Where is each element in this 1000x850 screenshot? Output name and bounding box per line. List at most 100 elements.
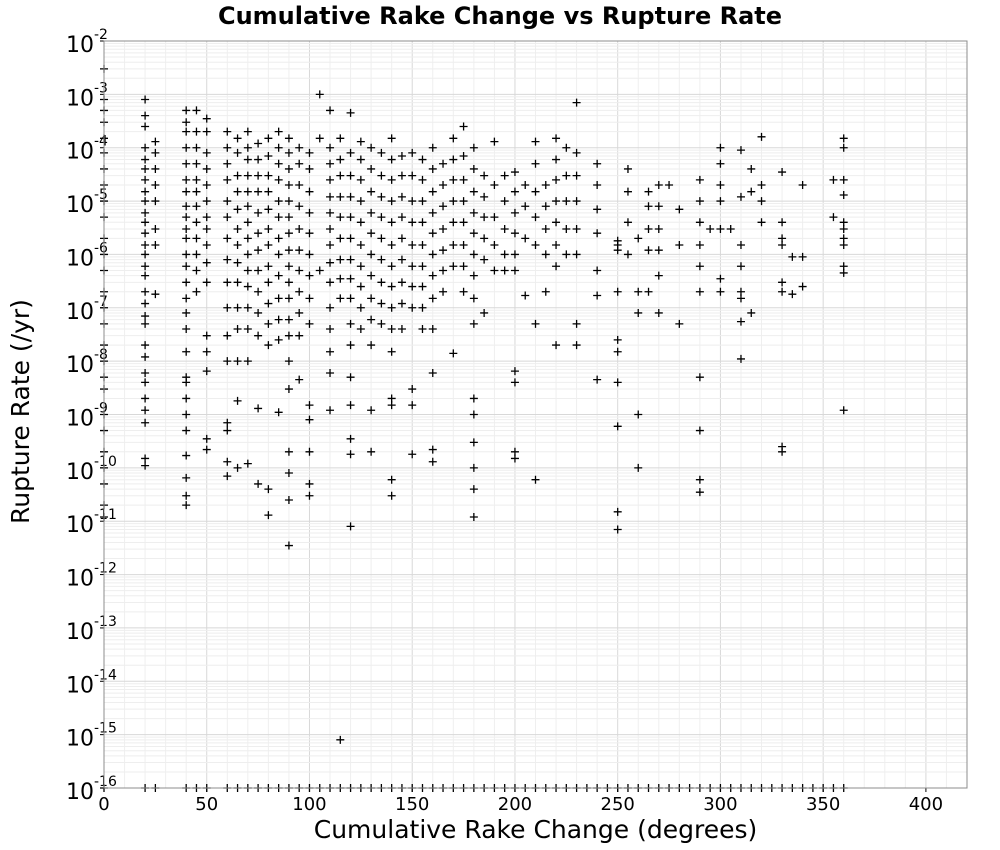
data-point: [839, 241, 848, 250]
data-point: [387, 303, 396, 312]
data-point: [182, 118, 191, 127]
data-point: [233, 171, 242, 180]
data-point: [397, 278, 406, 287]
data-point: [264, 171, 273, 180]
data-point: [284, 447, 293, 456]
data-point: [387, 175, 396, 184]
data-point: [397, 151, 406, 160]
data-point: [182, 451, 191, 460]
data-point: [839, 234, 848, 243]
data-point: [243, 459, 252, 468]
data-point: [510, 250, 519, 259]
data-point: [356, 175, 365, 184]
data-point: [716, 274, 725, 283]
data-point: [469, 294, 478, 303]
data-point: [459, 287, 468, 296]
data-point: [593, 291, 602, 300]
data-point: [243, 187, 252, 196]
y-tick-label: 10-15: [66, 721, 117, 752]
data-point: [418, 282, 427, 291]
data-point: [541, 202, 550, 211]
data-point: [428, 325, 437, 334]
data-point: [141, 368, 150, 377]
data-point: [839, 406, 848, 415]
data-point: [367, 208, 376, 217]
data-point: [202, 148, 211, 157]
data-point: [510, 367, 519, 376]
data-point: [634, 410, 643, 419]
data-point: [326, 175, 335, 184]
data-point: [562, 171, 571, 180]
data-point: [141, 95, 150, 104]
x-tick-label: 250: [601, 794, 635, 815]
data-point: [500, 224, 509, 233]
data-point: [223, 159, 232, 168]
data-point: [141, 461, 150, 470]
data-point: [182, 175, 191, 184]
data-point: [264, 151, 273, 160]
data-point: [521, 181, 530, 190]
data-point: [695, 197, 704, 206]
data-point: [336, 134, 345, 143]
data-point: [665, 181, 674, 190]
data-point: [408, 197, 417, 206]
data-point: [428, 457, 437, 466]
data-point: [284, 294, 293, 303]
data-point: [141, 175, 150, 184]
data-point: [480, 255, 489, 264]
data-point: [326, 368, 335, 377]
data-point: [141, 262, 150, 271]
data-point: [377, 171, 386, 180]
data-point: [613, 246, 622, 255]
data-point: [346, 450, 355, 459]
data-point: [274, 197, 283, 206]
data-point: [336, 255, 345, 264]
data-point: [788, 290, 797, 299]
data-point: [428, 229, 437, 238]
data-point: [202, 367, 211, 376]
data-point: [541, 250, 550, 259]
data-point: [223, 278, 232, 287]
data-point: [243, 171, 252, 180]
data-point: [326, 258, 335, 267]
data-point: [182, 202, 191, 211]
data-point: [839, 143, 848, 152]
data-point: [151, 137, 160, 146]
data-point: [182, 410, 191, 419]
data-point: [408, 401, 417, 410]
data-point: [706, 224, 715, 233]
data-point: [408, 148, 417, 157]
data-point: [254, 479, 263, 488]
data-point: [254, 308, 263, 317]
data-point: [202, 331, 211, 340]
data-point: [593, 205, 602, 214]
data-point: [141, 187, 150, 196]
data-point: [695, 262, 704, 271]
data-point: [233, 303, 242, 312]
data-point: [387, 347, 396, 356]
data-point: [397, 325, 406, 334]
data-point: [356, 325, 365, 334]
data-point: [284, 331, 293, 340]
data-point: [798, 181, 807, 190]
data-point: [367, 164, 376, 173]
data-point: [634, 463, 643, 472]
data-point: [418, 303, 427, 312]
data-point: [531, 241, 540, 250]
data-point: [418, 325, 427, 334]
data-point: [346, 434, 355, 443]
data-point: [367, 341, 376, 350]
data-point: [305, 401, 314, 410]
data-point: [572, 171, 581, 180]
data-point: [295, 308, 304, 317]
data-point: [634, 308, 643, 317]
data-point: [500, 197, 509, 206]
data-point: [295, 266, 304, 275]
data-point: [695, 488, 704, 497]
data-point: [192, 175, 201, 184]
data-point: [757, 197, 766, 206]
data-point: [192, 202, 201, 211]
data-point: [326, 303, 335, 312]
y-tick-label: 10-16: [66, 774, 117, 805]
